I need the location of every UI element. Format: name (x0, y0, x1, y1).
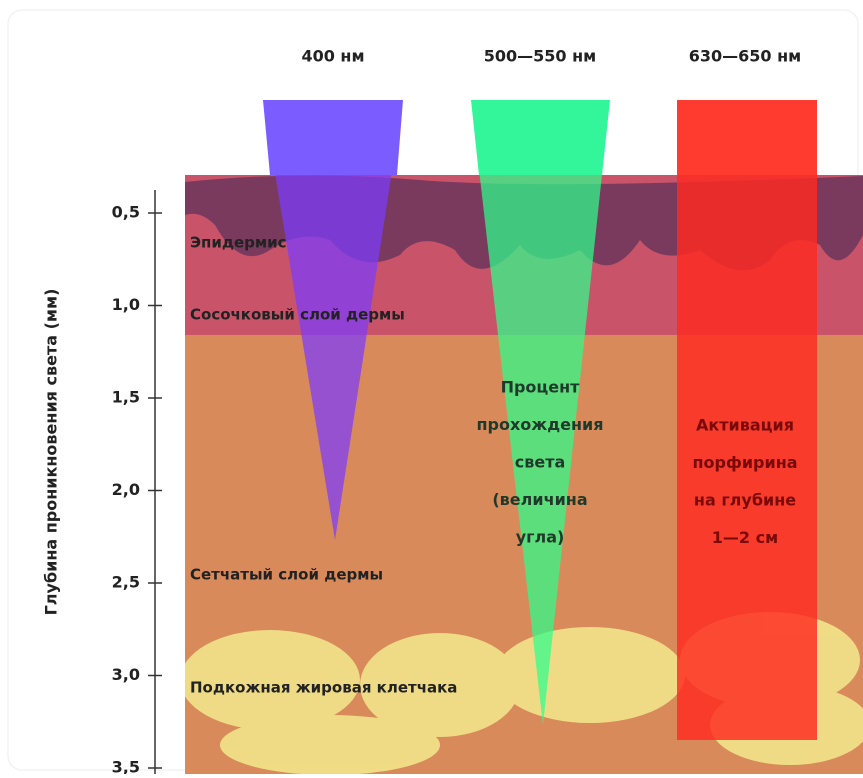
annotation-line: (величина (492, 490, 587, 509)
annotation-line: Активация (696, 416, 794, 435)
annotation-line: порфирина (692, 453, 797, 472)
annotation-line: 1—2 см (712, 528, 778, 547)
annotation-line: Процент (501, 378, 581, 397)
annotation-line: на глубине (694, 491, 796, 510)
wavelength-label: 400 нм (301, 47, 364, 66)
tick-label: 2,5 (112, 573, 140, 592)
tick-label: 3,5 (112, 758, 140, 775)
violet-beam (263, 100, 403, 175)
annotation-line: угла) (516, 528, 565, 547)
green-beam (471, 100, 610, 175)
red-beam (677, 100, 817, 175)
layer-label: Эпидермис (190, 234, 287, 252)
wavelength-label: 630—650 нм (689, 47, 802, 66)
annotation-line: прохождения (476, 415, 603, 434)
tick-label: 0,5 (112, 203, 140, 222)
tick-label: 3,0 (112, 665, 140, 684)
axis-title: Глубина проникновения света (мм) (42, 289, 61, 616)
layer-label: Сетчатый слой дермы (190, 566, 383, 584)
layer-label: Подкожная жировая клетчака (190, 679, 457, 697)
annotation-line: света (515, 453, 566, 472)
layer-label: Сосочковый слой дермы (190, 306, 405, 324)
tick-label: 2,0 (112, 480, 140, 499)
tick-label: 1,5 (112, 388, 140, 407)
skin-section (185, 175, 863, 774)
tick-label: 1,0 (112, 295, 140, 314)
wavelength-label: 500—550 нм (484, 47, 597, 66)
